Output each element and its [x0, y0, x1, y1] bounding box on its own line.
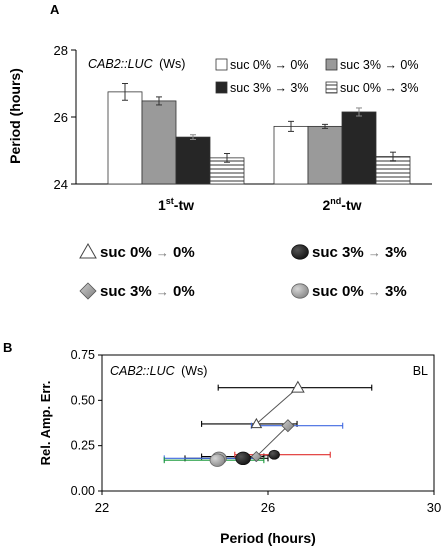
legend-label: suc 3% → 3% [230, 81, 309, 95]
legend-marker [79, 242, 97, 259]
panel-b-title: CAB2::LUC (Ws) [110, 364, 207, 378]
data-point [209, 453, 226, 467]
x-tick-label: 26 [261, 500, 275, 515]
data-point [281, 419, 295, 433]
panel-a-bars [107, 83, 411, 185]
panel-a-title: CAB2::LUC (Ws) [88, 57, 185, 71]
panel-b-y-ticks: 0.00 0.25 0.50 0.75 [71, 348, 102, 498]
bar [307, 125, 343, 185]
y-tick-label: 26 [54, 110, 68, 125]
connector-line [256, 387, 299, 425]
panel-a-chart: 24 26 28 1st-tw 2nd-tw Period (hours) CAB2:… [7, 43, 432, 213]
x-category-label: 2nd-tw [322, 196, 361, 213]
legend-label: suc 0% → 0% [100, 244, 195, 261]
panel-a-y-axis-label: Period (hours) [7, 68, 23, 164]
legend-swatch [215, 58, 228, 71]
data-point [268, 449, 280, 460]
legend-label: suc 3% → 0% [340, 58, 419, 72]
legend-swatch [325, 58, 338, 71]
y-tick-label: 28 [54, 43, 68, 58]
panel-b-corner-label: BL [413, 364, 428, 378]
data-point [291, 380, 305, 393]
y-tick-label: 0.75 [71, 348, 95, 362]
data-point [250, 450, 262, 463]
panel-b-chart: 0.00 0.25 0.50 0.75 22 26 30 CAB2::LUC (Ws) B… [38, 348, 441, 546]
y-tick-label: 0.25 [71, 439, 95, 453]
panel-b-points [209, 380, 305, 467]
legend-swatch [325, 81, 338, 94]
legend-swatch [215, 81, 228, 94]
data-point [235, 451, 251, 466]
x-tick-label: 30 [427, 500, 441, 515]
legend-label: suc 0% → 3% [312, 283, 407, 300]
y-tick-label: 0.50 [71, 393, 95, 407]
panel-a-x-categories: 1st-tw 2nd-tw [158, 196, 362, 213]
legend-label: suc 3% → 0% [100, 283, 195, 300]
legend-label: suc 0% → 3% [340, 81, 419, 95]
panel-b-x-axis-label: Period (hours) [220, 530, 316, 546]
y-tick-label: 0.00 [71, 484, 95, 498]
y-tick-label: 24 [54, 177, 68, 192]
panel-a-label: A [50, 2, 60, 17]
bar [341, 111, 377, 185]
bar [107, 91, 143, 185]
panel-b-label: B [3, 340, 12, 355]
legend-label: suc 3% → 3% [312, 244, 407, 261]
legend-marker [291, 244, 309, 260]
legend-marker [79, 282, 97, 300]
panel-a-legend: suc 0% → 0% suc 3% → 0% suc 3% → 3% suc 0% … [215, 58, 419, 95]
panel-a-y-ticks: 24 26 28 [54, 43, 76, 192]
panel-b-y-axis-label: Rel. Amp. Err. [38, 381, 53, 466]
panel-b-error-bars [163, 384, 373, 464]
x-category-label: 1st-tw [158, 196, 194, 213]
marker-legend: suc 0% → 0% suc 3% → 3% suc 3% → 0% suc 0% … [79, 242, 407, 300]
panel-b-x-ticks: 22 26 30 [95, 491, 441, 515]
bar [273, 125, 309, 185]
connector-line [256, 425, 289, 457]
data-point [250, 417, 263, 429]
bar [141, 100, 177, 185]
bar [175, 136, 211, 185]
x-tick-label: 22 [95, 500, 109, 515]
legend-marker [291, 283, 309, 299]
legend-label: suc 0% → 0% [230, 58, 309, 72]
